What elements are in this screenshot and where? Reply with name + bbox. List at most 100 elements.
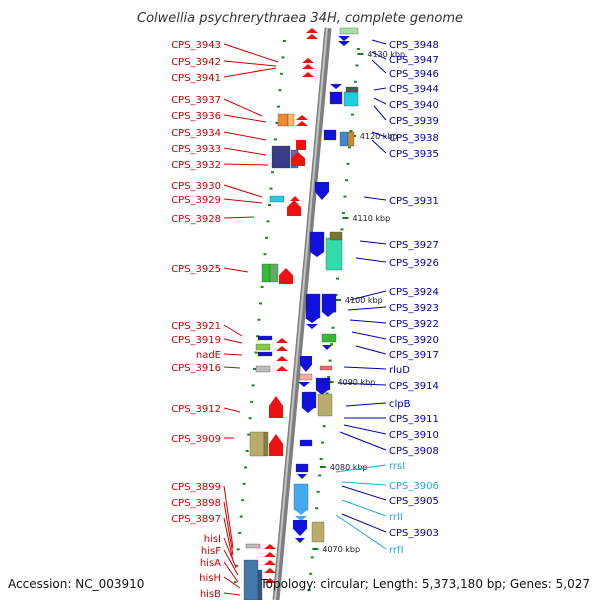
connector-line [223, 267, 249, 273]
connector-line [347, 306, 387, 311]
connector-line [223, 198, 263, 204]
tick-dot [279, 72, 283, 75]
gene-arrow [269, 434, 283, 456]
gene-chevron [264, 552, 276, 557]
gene-chevron [290, 196, 300, 201]
tick-dot [325, 392, 329, 395]
gene-chevron [306, 324, 318, 329]
gene-block [243, 559, 259, 600]
kbp-label: 4130 kbp [367, 50, 405, 59]
connector-line [223, 517, 234, 562]
left-gene-labels: CPS_3943 CPS_3942 CPS_3941 CPS_3937 CPS_3936… [171, 40, 221, 600]
gene-block [299, 439, 313, 447]
gene-block [245, 543, 261, 549]
gene-label-left: CPS_3929 [171, 195, 221, 206]
gene-label-right: CPS_3914 [389, 381, 439, 392]
gene-label-left: CPS_3921 [171, 321, 221, 332]
gene-label-left: CPS_3912 [171, 404, 221, 415]
kbp-label: 4090 kbp [338, 378, 376, 387]
gene-label-right: CPS_3931 [389, 196, 439, 207]
connector-line [339, 431, 387, 451]
tick-dot [278, 89, 282, 92]
connector-line [371, 139, 387, 154]
gene-label-right: CPS_3946 [389, 69, 439, 80]
gene-chevron [305, 318, 319, 323]
gene-label-left: CPS_3919 [171, 335, 221, 346]
connector-line [223, 592, 241, 596]
gene-label-right: CPS_3935 [389, 149, 439, 160]
gene-chevron [276, 356, 288, 361]
gene-label-left: nadE [196, 350, 221, 361]
gene-chevron [316, 390, 328, 395]
gene-chevron [264, 560, 276, 565]
gene-chevron [276, 346, 288, 351]
connector-line [223, 485, 234, 549]
tick-dot [268, 204, 271, 206]
connector-line [341, 513, 387, 533]
connector-line [337, 382, 387, 386]
connector-line [223, 576, 241, 589]
connector-line [223, 184, 263, 198]
gene-label-left: CPS_3916 [171, 363, 221, 374]
gene-block [329, 91, 343, 105]
gene-block [323, 129, 337, 141]
connector-line [223, 60, 277, 67]
gene-chevron [306, 34, 318, 39]
tick-dot [242, 482, 246, 485]
tick-dot [250, 400, 254, 403]
gene-label-left: CPS_3933 [171, 144, 221, 155]
gene-block [257, 335, 273, 341]
gene-label-left: CPS_3936 [171, 111, 221, 122]
gene-chevron [295, 510, 307, 515]
gene-chevron [276, 338, 288, 343]
gene-label-left: CPS_3934 [171, 128, 221, 139]
gene-label-left: CPS_3941 [171, 73, 221, 84]
connector-line [345, 402, 387, 407]
tick-dot [346, 162, 350, 165]
gene-chevron [297, 474, 307, 479]
gene-label-right: CPS_3906 [389, 481, 439, 492]
gene-label-left: hisA [200, 558, 221, 569]
gene-label-right: rrlI [389, 512, 403, 523]
tick-dot [281, 56, 285, 59]
tick-dot [273, 138, 277, 141]
gene-label-right: CPS_3923 [389, 303, 439, 314]
gene-label-right: CPS_3947 [389, 55, 439, 66]
gene-block [277, 113, 289, 127]
tick-dot [256, 335, 260, 338]
tick-dot [257, 318, 261, 321]
gene-block [293, 483, 309, 511]
gene-arrow [291, 152, 305, 166]
gene-block [309, 231, 325, 253]
tick-dot [344, 179, 348, 182]
connector-line [335, 464, 387, 473]
connector-line [223, 114, 267, 123]
gene-block [257, 569, 263, 600]
tick-dot [235, 564, 239, 567]
connector-line [341, 485, 387, 501]
connector-line [223, 163, 269, 166]
connector-line [223, 537, 237, 569]
gene-block [317, 393, 333, 417]
gene-block [287, 113, 295, 127]
tick-dot [309, 572, 313, 575]
gene-label-left: CPS_3928 [171, 214, 221, 225]
gene-chevron [310, 252, 324, 257]
gene-label-left: CPS_3898 [171, 498, 221, 509]
tick-dot [328, 359, 332, 362]
tick-dot [315, 507, 319, 510]
connector-line [349, 319, 387, 324]
gene-label-right: CPS_3910 [389, 430, 439, 441]
gene-chevron [296, 115, 308, 120]
connector-line [373, 97, 387, 105]
connector-line [341, 481, 387, 486]
connector-line [223, 131, 267, 141]
gene-chevron [276, 366, 288, 371]
kbp-label: 4070 kbp [322, 545, 360, 554]
tick-dot [310, 556, 314, 559]
gene-label-left: hisB [200, 589, 221, 600]
gene-block [329, 231, 343, 241]
tick-dot [238, 532, 242, 534]
tick-dot [330, 343, 334, 346]
tick-dot [254, 351, 258, 354]
